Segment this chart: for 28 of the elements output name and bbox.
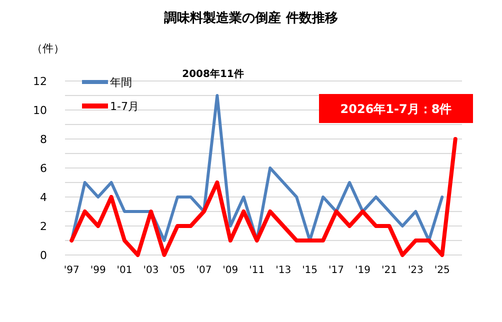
x-tick-label: '23 <box>408 265 424 276</box>
x-tick-label: '21 <box>381 265 397 276</box>
x-tick-label: '07 <box>196 265 212 276</box>
text: 2008年11件 <box>182 68 244 80</box>
legend-label: 年間 <box>110 76 132 89</box>
y-tick-label: 10 <box>33 104 47 117</box>
y-tick-label: 4 <box>40 191 47 204</box>
x-tick-label: '19 <box>355 265 370 276</box>
x-tick-label: '25 <box>434 265 450 276</box>
x-tick-label: '15 <box>302 265 318 276</box>
x-tick-label: '05 <box>170 265 186 276</box>
chart-title: 調味料製造業の倒産 件数推移 <box>164 10 338 26</box>
y-axis-title: （件） <box>32 42 64 55</box>
x-tick-label: '17 <box>328 265 344 276</box>
y-tick-label: 6 <box>40 162 47 175</box>
x-tick-label: '97 <box>64 265 80 276</box>
x-tick-label: '03 <box>143 265 159 276</box>
y-tick-label: 12 <box>33 75 47 88</box>
x-tick-label: '13 <box>276 265 292 276</box>
x-tick-label: '09 <box>222 265 238 276</box>
x-tick-label: '11 <box>249 265 265 276</box>
annotation: 2026年1-7月：8件 <box>340 102 452 116</box>
y-tick-label: 8 <box>40 133 47 146</box>
y-tick-label: 2 <box>40 220 47 233</box>
y-tick-label: 0 <box>40 249 47 262</box>
x-tick-label: '99 <box>90 265 106 276</box>
x-tick-label: '01 <box>116 265 132 276</box>
legend-label: 1-7月 <box>110 100 139 113</box>
